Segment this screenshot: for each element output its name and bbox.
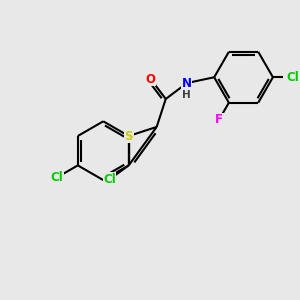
Text: Cl: Cl [286, 71, 299, 84]
Text: N: N [182, 76, 192, 90]
Text: Cl: Cl [103, 173, 116, 186]
Text: Cl: Cl [51, 171, 64, 184]
Text: H: H [182, 90, 191, 100]
Text: O: O [146, 73, 156, 85]
Text: S: S [124, 130, 133, 142]
Text: F: F [215, 113, 223, 126]
